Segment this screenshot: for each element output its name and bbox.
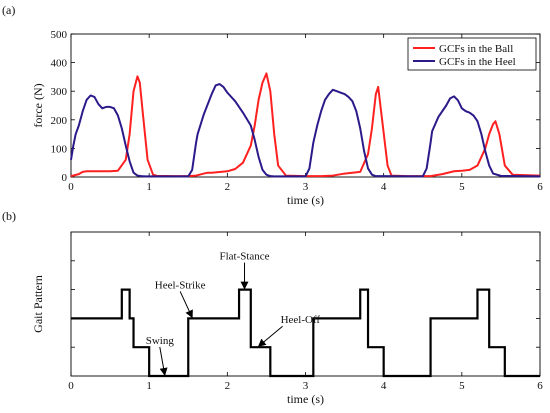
annotation-arrow <box>179 291 193 319</box>
annotation-arrow <box>257 325 283 347</box>
panel-a-x-tick-label: 1 <box>146 181 152 193</box>
panel-a-y-tick-label: 400 <box>51 58 68 70</box>
annotation-label: Heel-Off <box>281 314 321 326</box>
panel-a-x-axis-label: time (s) <box>287 193 324 207</box>
annotation-arrow <box>159 346 168 376</box>
panel-b-x-tick-label: 6 <box>537 380 543 392</box>
panel-a-x-tick-label: 2 <box>225 181 231 193</box>
panel-b-y-axis-label: Gait Pattern <box>31 275 45 333</box>
panel-a-y-tick-label: 100 <box>51 143 68 155</box>
panel-a-x-tick-label: 3 <box>303 181 309 193</box>
panel-a-y-tick-label: 200 <box>51 115 68 127</box>
panel-a-y-tick-label: 0 <box>62 172 68 184</box>
panel-a-legend: GCFs in the Ball GCFs in the Heel <box>407 37 537 71</box>
panel-b-label: (b) <box>2 209 16 223</box>
panel-b-series <box>71 288 540 378</box>
series-line-heel <box>70 83 541 178</box>
panel-a-x-tick-label: 0 <box>68 181 74 193</box>
panel-a-x-tick-label: 4 <box>381 181 387 193</box>
legend-label-heel: GCFs in the Heel <box>439 56 516 68</box>
panel-a-series <box>70 72 541 178</box>
panel-a-label: (a) <box>2 3 15 17</box>
series-line-ball <box>70 72 541 178</box>
panel-b-x-tick-label: 4 <box>381 380 387 392</box>
panel-a-y-tick-label: 500 <box>51 29 68 41</box>
panel-b-x-tick-label: 1 <box>146 380 152 392</box>
annotation-label: Flat-Stance <box>219 251 269 263</box>
panel-b: (b) 0 1 2 3 4 5 6 time (s) Gait Pattern Heel-S… <box>2 209 543 406</box>
panel-b-x-tick-label: 5 <box>459 380 465 392</box>
panel-b-annotations: Heel-Strike Flat-Stance Heel-Off Swing <box>146 251 321 376</box>
legend-box <box>407 37 537 71</box>
annotation-label: Swing <box>146 335 175 347</box>
panel-a-x-tick-label: 5 <box>459 181 465 193</box>
panel-a-y-tick-label: 300 <box>51 86 68 98</box>
panel-b-ticks: 0 1 2 3 4 5 6 <box>68 232 543 392</box>
panel-a-y-axis-label: force (N) <box>31 83 45 127</box>
panel-b-x-axis-label: time (s) <box>287 392 324 406</box>
annotation-label: Heel-Strike <box>155 279 206 291</box>
panel-a-x-tick-label: 6 <box>537 181 543 193</box>
panel-a: (a) 0 1 2 3 4 5 6 0 100 200 300 400 500 time (s) for… <box>2 3 543 207</box>
panel-b-x-tick-label: 2 <box>225 380 231 392</box>
legend-label-ball: GCFs in the Ball <box>439 43 513 55</box>
gait-pattern-line <box>71 288 540 378</box>
panel-b-x-tick-label: 0 <box>68 380 74 392</box>
panel-b-x-tick-label: 3 <box>303 380 309 392</box>
panel-a-ticks: 0 1 2 3 4 5 6 0 100 200 300 400 500 <box>51 29 544 193</box>
